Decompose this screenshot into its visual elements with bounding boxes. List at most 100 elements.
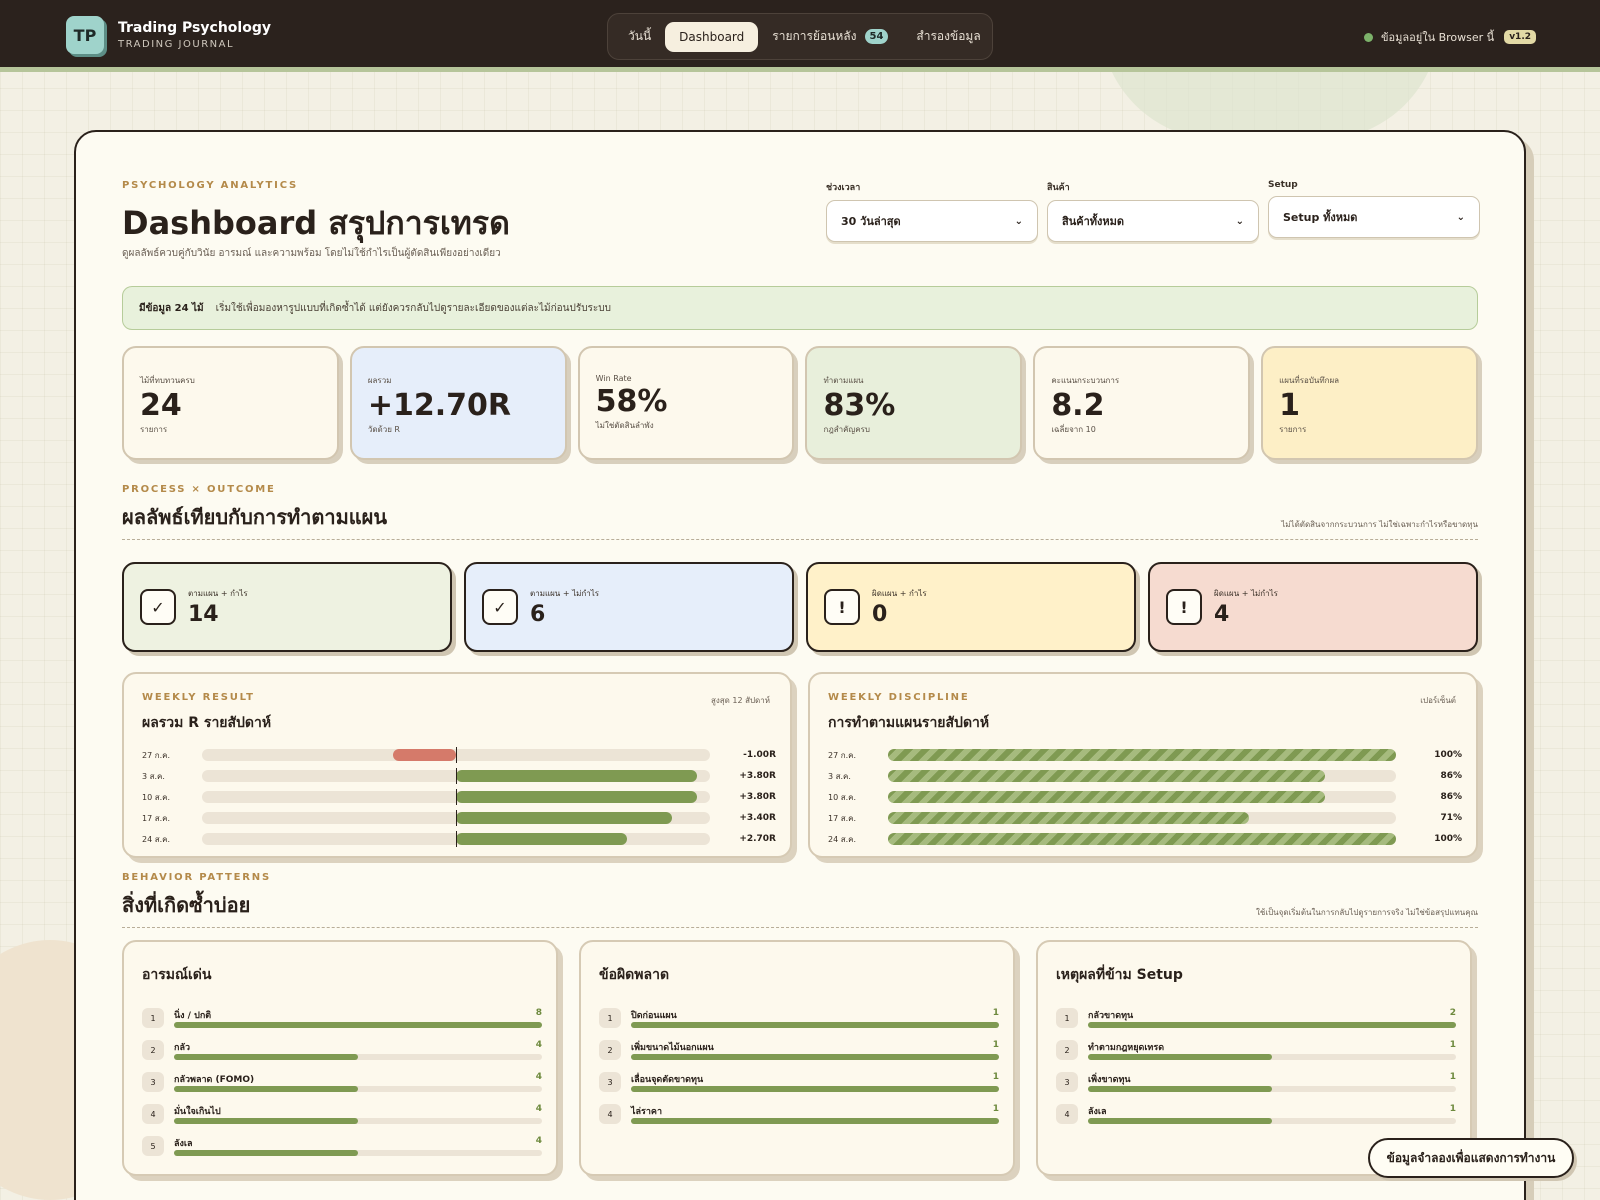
result-bar-track bbox=[202, 747, 710, 763]
pattern-label: ปิดก่อนแผน bbox=[631, 1011, 677, 1021]
pattern-label: เลื่อนจุดตัดขาดทุน bbox=[631, 1075, 704, 1085]
tab-label: รายการย้อนหลัง bbox=[772, 29, 857, 43]
kpi-sub: ไม่ใช่ตัดสินลำพัง bbox=[595, 421, 654, 430]
result-value: +3.40R bbox=[739, 813, 776, 823]
weekly-discipline-panel: WEEKLY DISCIPLINE การทำตามแผนรายสัปดาห์ … bbox=[808, 672, 1478, 858]
pattern-bar-track bbox=[1088, 1118, 1456, 1124]
pattern-row: 4 ไล่ราคา 1 bbox=[599, 1104, 999, 1124]
pattern-label: ทำตามกฎหยุดเทรด bbox=[1088, 1043, 1165, 1053]
week-label: 10 ส.ค. bbox=[828, 792, 857, 802]
pattern-count: 4 bbox=[535, 1136, 542, 1146]
kpi-value: +12.70R bbox=[367, 388, 511, 423]
week-label: 27 ก.ค. bbox=[142, 750, 171, 760]
pattern-count: 8 bbox=[535, 1008, 542, 1018]
outcome-value: 6 bbox=[530, 602, 546, 627]
result-bar bbox=[392, 749, 456, 761]
tab-today[interactable]: วันนี้ bbox=[614, 19, 665, 54]
discipline-value: 71% bbox=[1440, 813, 1462, 823]
pattern-row: 4 มั่นใจเกินไป 4 bbox=[142, 1104, 542, 1124]
week-row: 10 ส.ค. +3.80R bbox=[142, 789, 776, 805]
pattern-count: 2 bbox=[1449, 1008, 1456, 1018]
pattern-label: ลังเล bbox=[174, 1139, 193, 1149]
outcome-value: 0 bbox=[872, 602, 888, 627]
pattern-label: มั่นใจเกินไป bbox=[174, 1107, 221, 1117]
pattern-count: 1 bbox=[992, 1104, 999, 1114]
filter-label: Setup bbox=[1268, 180, 1298, 190]
history-count-badge: 54 bbox=[864, 29, 889, 44]
outcome-card: ! ผิดแผน + ไม่กำไร 4 bbox=[1148, 562, 1478, 652]
product-select[interactable]: สินค้าทั้งหมด ⌄ bbox=[1047, 200, 1259, 242]
pattern-bar-track bbox=[174, 1054, 542, 1060]
result-bar bbox=[456, 791, 698, 803]
rank-badge: 1 bbox=[599, 1008, 621, 1028]
outcome-text: ตามแผน + ไม่กำไร 6 bbox=[530, 587, 599, 627]
tab-label: วันนี้ bbox=[628, 29, 652, 43]
pattern-bar bbox=[174, 1086, 358, 1092]
panel-eyebrow: WEEKLY DISCIPLINE bbox=[828, 692, 970, 703]
discipline-bar-track bbox=[888, 812, 1396, 824]
top-bar: TP Trading Psychology TRADING JOURNAL วั… bbox=[0, 0, 1600, 72]
pattern-bar-track bbox=[631, 1086, 999, 1092]
tab-dashboard[interactable]: Dashboard bbox=[665, 21, 759, 52]
pattern-bar-track bbox=[174, 1150, 542, 1156]
outcome-value: 14 bbox=[188, 602, 219, 627]
period-select[interactable]: 30 วันล่าสุด ⌄ bbox=[826, 200, 1038, 242]
kpi-card: คะแนนกระบวนการ 8.2 เฉลี่ยจาก 10 bbox=[1033, 346, 1251, 460]
behavior-panel: อารมณ์เด่น 1 นิ่ง / ปกติ 8 2 กลัว 4 3 กลัวพลาด (… bbox=[122, 940, 558, 1176]
week-label: 24 ส.ค. bbox=[142, 834, 171, 844]
pattern-bar bbox=[174, 1022, 542, 1028]
status-text: ข้อมูลอยู่ใน Browser นี้ bbox=[1381, 31, 1495, 44]
result-value: -1.00R bbox=[743, 750, 776, 760]
pattern-bar bbox=[1088, 1118, 1272, 1124]
outcome-card: ! ผิดแผน + กำไร 0 bbox=[806, 562, 1136, 652]
storage-status: ข้อมูลอยู่ใน Browser นี้ v1.2 bbox=[1364, 28, 1536, 46]
pattern-bar-track bbox=[631, 1022, 999, 1028]
behavior-panel: ข้อผิดพลาด 1 ปิดก่อนแผน 1 2 เพิ่มขนาดไม้นอกแผ… bbox=[579, 940, 1015, 1176]
week-label: 10 ส.ค. bbox=[142, 792, 171, 802]
kpi-label: ผลรวม bbox=[367, 376, 392, 385]
panel-title: การทำตามแผนรายสัปดาห์ bbox=[828, 715, 990, 731]
pattern-bar bbox=[1088, 1022, 1456, 1028]
kpi-sub: กฎสำคัญครบ bbox=[823, 425, 870, 434]
kpi-sub: รายการ bbox=[140, 425, 168, 434]
setup-select[interactable]: Setup ทั้งหมด ⌄ bbox=[1268, 196, 1480, 238]
pattern-bar bbox=[631, 1054, 999, 1060]
week-row: 27 ก.ค. -1.00R bbox=[142, 747, 776, 763]
kpi-sub: เฉลี่ยจาก 10 bbox=[1051, 425, 1096, 434]
tab-backup[interactable]: สำรองข้อมูล bbox=[902, 19, 994, 54]
tab-history[interactable]: รายการย้อนหลัง 54 bbox=[758, 19, 902, 54]
week-label: 3 ส.ค. bbox=[828, 771, 851, 781]
sample-data-button[interactable]: ข้อมูลจำลองเพื่อแสดงการทำงาน bbox=[1368, 1138, 1574, 1178]
discipline-bar-track bbox=[888, 833, 1396, 845]
pattern-bar bbox=[631, 1118, 999, 1124]
result-bar bbox=[456, 833, 628, 845]
panel-note: สูงสุด 12 สัปดาห์ bbox=[710, 696, 770, 705]
result-bar-track bbox=[202, 810, 710, 826]
result-bar-track bbox=[202, 831, 710, 847]
pattern-bar-track bbox=[174, 1022, 542, 1028]
filter-label: สินค้า bbox=[1047, 183, 1070, 193]
outcome-card: ✓ ตามแผน + กำไร 14 bbox=[122, 562, 452, 652]
zero-line bbox=[456, 768, 457, 784]
rank-badge: 5 bbox=[142, 1136, 164, 1156]
pattern-bar bbox=[631, 1086, 999, 1092]
panel-title: ข้อผิดพลาด bbox=[599, 967, 670, 983]
week-label: 17 ส.ค. bbox=[828, 813, 857, 823]
rank-badge: 2 bbox=[599, 1040, 621, 1060]
section-eyebrow: BEHAVIOR PATTERNS bbox=[122, 872, 271, 883]
pattern-row: 1 ปิดก่อนแผน 1 bbox=[599, 1008, 999, 1028]
kpi-card: แผนที่รอบันทึกผล 1 รายการ bbox=[1261, 346, 1478, 460]
kpi-label: Win Rate bbox=[595, 374, 632, 383]
outcome-text: ผิดแผน + กำไร 0 bbox=[872, 587, 927, 627]
app-subtitle: TRADING JOURNAL bbox=[118, 39, 235, 50]
pattern-row: 3 กลัวพลาด (FOMO) 4 bbox=[142, 1072, 542, 1092]
select-value: Setup ทั้งหมด bbox=[1283, 211, 1358, 224]
pattern-bar bbox=[1088, 1054, 1272, 1060]
tab-label: Dashboard bbox=[679, 29, 745, 44]
week-row: 24 ส.ค. 100% bbox=[828, 832, 1462, 846]
kpi-value: 8.2 bbox=[1051, 388, 1105, 423]
pattern-count: 1 bbox=[1449, 1040, 1456, 1050]
brand[interactable]: TP Trading Psychology TRADING JOURNAL bbox=[66, 16, 271, 54]
pattern-label: กลัว bbox=[174, 1043, 191, 1053]
rank-badge: 4 bbox=[599, 1104, 621, 1124]
